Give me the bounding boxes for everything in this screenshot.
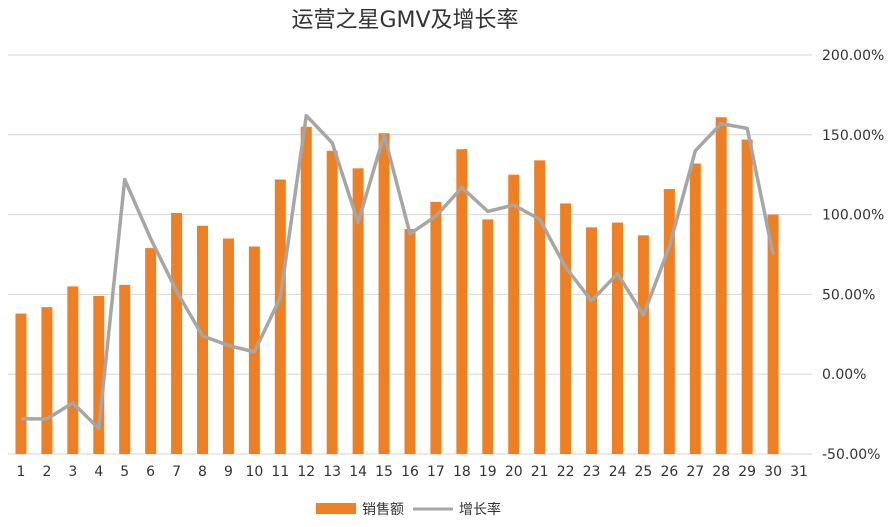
x-tick-label: 6 <box>146 464 155 480</box>
bar <box>119 284 131 454</box>
x-tick-label: 1 <box>17 464 26 480</box>
y-tick-label: 50.00% <box>822 287 875 303</box>
x-tick-label: 16 <box>401 464 419 480</box>
bar <box>171 213 183 454</box>
bar <box>482 219 494 454</box>
x-tick-label: 14 <box>349 464 367 480</box>
growth-rate-line <box>21 113 775 431</box>
bar <box>300 126 312 454</box>
bar <box>352 168 364 455</box>
bar <box>67 286 79 454</box>
bar <box>689 163 701 454</box>
x-tick-label: 29 <box>738 464 756 480</box>
bar <box>41 307 53 454</box>
x-tick-label: 18 <box>453 464 471 480</box>
bar <box>715 117 727 454</box>
legend-label-growth: 增长率 <box>459 501 501 518</box>
x-tick-label: 2 <box>42 464 51 480</box>
x-tick-label: 26 <box>660 464 678 480</box>
bar <box>767 214 779 454</box>
bar <box>15 313 27 454</box>
x-axis-ticks: 1 2 3 4 5 6 7 8 9 10 11 12 13 14 15 16 17 18 19 20 21 22 23 24 2… <box>17 464 808 480</box>
x-tick-label: 12 <box>297 464 315 480</box>
x-tick-label: 11 <box>271 464 289 480</box>
y-tick-label: 150.00% <box>822 128 884 144</box>
x-tick-label: 13 <box>323 464 341 480</box>
x-tick-label: 20 <box>505 464 523 480</box>
x-tick-label: 30 <box>764 464 782 480</box>
chart-title: 运营之星GMV及增长率 <box>291 8 518 33</box>
x-tick-label: 27 <box>686 464 704 480</box>
x-tick-label: 23 <box>583 464 601 480</box>
bar <box>508 174 520 454</box>
x-tick-label: 21 <box>531 464 549 480</box>
bar-series <box>15 117 779 455</box>
legend-label-sales: 销售额 <box>362 502 404 518</box>
x-tick-label: 15 <box>375 464 393 480</box>
bar <box>637 235 649 454</box>
x-tick-label: 10 <box>245 464 263 480</box>
bar <box>326 150 338 454</box>
x-tick-label: 25 <box>635 464 653 480</box>
bar <box>378 133 390 455</box>
bar <box>663 189 675 454</box>
bar <box>145 248 157 454</box>
x-tick-label: 3 <box>68 464 77 480</box>
line-series <box>21 113 775 431</box>
bar <box>611 222 623 454</box>
bar <box>560 203 572 454</box>
x-tick-label: 24 <box>609 464 627 480</box>
bar <box>534 160 546 454</box>
y-tick-label: 100.00% <box>822 208 884 224</box>
x-tick-label: 5 <box>120 464 129 480</box>
bar <box>430 201 442 454</box>
legend: 销售额 增长率 <box>316 501 501 518</box>
x-tick-label: 7 <box>172 464 181 480</box>
bar <box>197 225 209 454</box>
y-axis-ticks: 200.00% 150.00% 100.00% 50.00% 0.00% -50.00% <box>822 48 884 463</box>
y-tick-label: 200.00% <box>822 48 884 64</box>
y-tick-label: -50.00% <box>822 447 880 463</box>
x-tick-label: 8 <box>198 464 207 480</box>
bar <box>274 179 286 454</box>
y-tick-label: 0.00% <box>822 367 866 383</box>
x-tick-label: 28 <box>712 464 730 480</box>
x-tick-label: 31 <box>790 464 808 480</box>
bar <box>741 139 753 454</box>
bar <box>404 228 416 454</box>
x-tick-label: 17 <box>427 464 445 480</box>
legend-swatch-sales <box>316 503 356 514</box>
x-tick-label: 9 <box>224 464 233 480</box>
bar <box>93 295 105 454</box>
x-tick-label: 4 <box>94 464 103 480</box>
x-tick-label: 19 <box>479 464 497 480</box>
bar <box>586 227 598 454</box>
bar <box>456 149 468 454</box>
x-tick-label: 22 <box>557 464 575 480</box>
